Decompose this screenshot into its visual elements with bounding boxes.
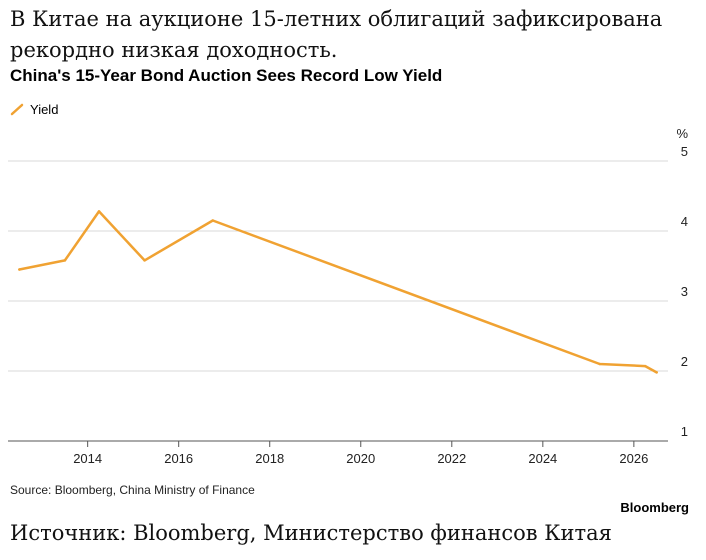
x-tick-label-2016: 2016 [164,451,193,466]
data-point-0-7 [655,371,658,374]
bloomberg-logo: Bloomberg [620,500,689,515]
x-tick-label-2022: 2022 [437,451,466,466]
legend: Yield [10,100,58,118]
y-tick-label-2: 2 [681,354,688,369]
data-point-0-5 [598,362,601,366]
y-unit-label: % [676,126,688,141]
data-point-0-3 [143,259,146,262]
y-tick-label-3: 3 [681,284,688,299]
legend-label-yield: Yield [30,101,59,117]
caption: Источник: Bloomberg, Министерство финанс… [10,521,612,545]
headline: В Китае на аукционе 15-летних облигаций … [10,7,663,62]
data-point-0-6 [643,364,647,368]
y-tick-label-5: 5 [681,144,688,159]
legend-line-icon [10,103,24,116]
x-tick-label-2018: 2018 [255,451,284,466]
x-tick-label-2020: 2020 [346,451,375,466]
chart-title: China's 15-Year Bond Auction Sees Record… [10,66,443,85]
series-line-yield [18,210,658,374]
x-tick-label-2014: 2014 [73,451,102,466]
data-point-0-2 [97,210,101,213]
data-point-0-4 [211,219,215,222]
x-tick-label-2026: 2026 [619,451,648,466]
source-note: Source: Bloomberg, China Ministry of Fin… [10,483,255,497]
y-tick-label-4: 4 [681,214,688,229]
x-tick-label-2024: 2024 [528,451,557,466]
data-point-0-0 [18,268,21,271]
data-point-0-1 [63,259,67,262]
y-tick-label-1: 1 [681,424,688,439]
